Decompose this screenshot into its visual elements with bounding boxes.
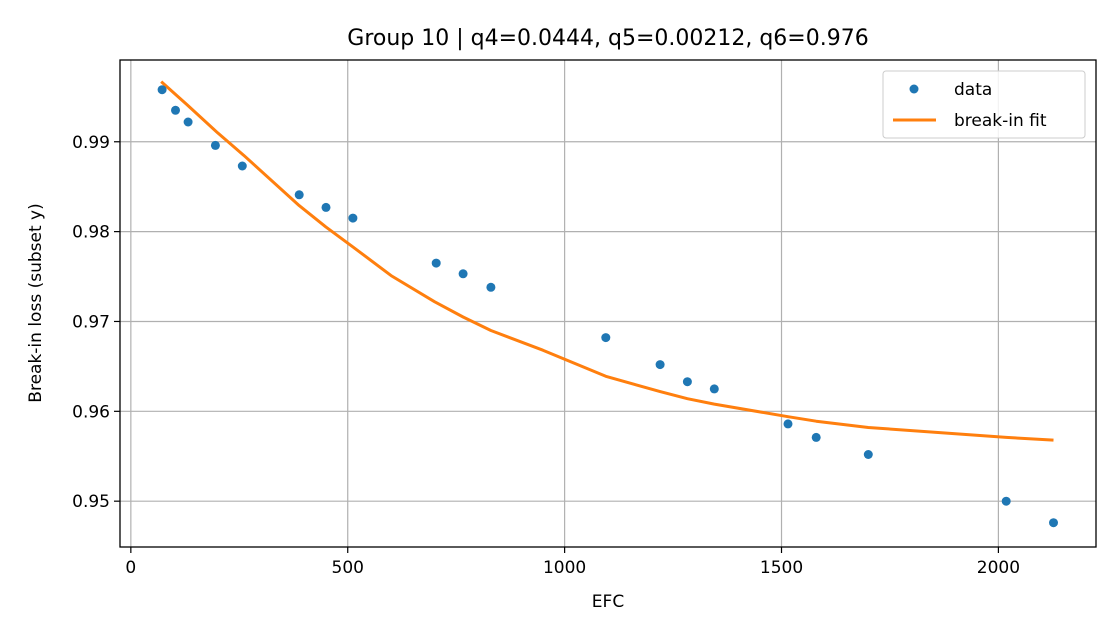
y-tick-label: 0.95 (72, 492, 110, 512)
legend-data-marker (909, 84, 919, 94)
x-tick-label: 0 (125, 558, 136, 578)
data-point (183, 117, 193, 127)
x-tick-label: 2000 (977, 558, 1020, 578)
data-point (655, 360, 665, 370)
data-series (157, 85, 1058, 528)
data-point (431, 258, 441, 268)
x-tick-label: 500 (332, 558, 364, 578)
chart-title: Group 10 | q4=0.0444, q5=0.00212, q6=0.9… (347, 26, 868, 51)
data-point (783, 419, 793, 429)
data-point (237, 161, 247, 171)
legend-data-label: data (954, 80, 992, 100)
fit-line (160, 80, 1054, 442)
data-point (348, 213, 358, 223)
data-point (601, 333, 611, 343)
data-point (321, 202, 331, 212)
legend: data break-in fit (882, 70, 1086, 139)
y-tick-label: 0.96 (72, 402, 110, 422)
data-point (210, 140, 220, 150)
y-axis-label: Break-in loss (subset y) (26, 203, 46, 402)
data-point (1049, 518, 1058, 528)
data-point (1001, 496, 1011, 506)
x-tick-label: 1000 (543, 558, 586, 578)
y-tick-label: 0.97 (72, 312, 110, 332)
y-tick-label: 0.99 (72, 133, 110, 153)
plot-area-frame (119, 59, 1097, 548)
axis-ticks: 0 500 1000 1500 2000 0.95 0.96 0.97 0.98 0.99 (72, 133, 1020, 578)
data-point (294, 190, 304, 200)
data-point (682, 377, 692, 387)
data-point (458, 269, 468, 279)
data-point (863, 450, 873, 459)
data-point (171, 105, 180, 115)
data-point (486, 282, 496, 292)
legend-fit-label: break-in fit (954, 111, 1047, 131)
x-axis-label: EFC (592, 592, 624, 612)
grid (120, 60, 1096, 547)
x-tick-label: 1500 (760, 558, 803, 578)
data-point (709, 384, 719, 394)
y-tick-label: 0.98 (72, 223, 110, 243)
data-point (157, 85, 167, 95)
data-point (811, 432, 821, 442)
fit-series (160, 80, 1054, 442)
